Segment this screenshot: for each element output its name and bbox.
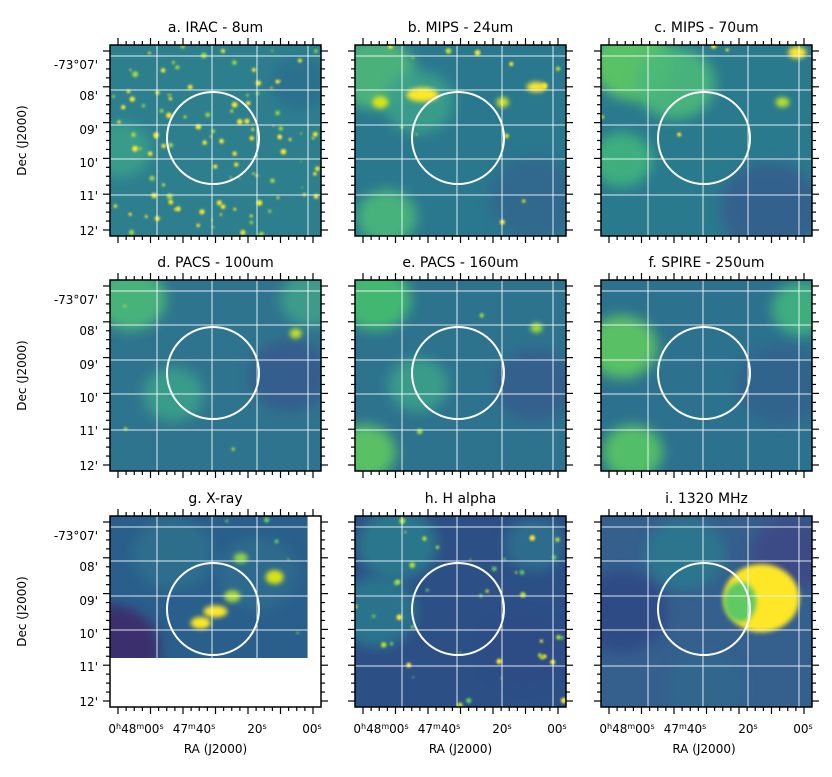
panel-d: d. PACS - 100um -73°07' 08' 09' 10' 11' 12' Dec… <box>15 255 328 478</box>
panel-a-image <box>110 45 321 236</box>
x-tick-label: 00s <box>302 722 321 737</box>
panel-c-image <box>601 45 812 236</box>
panel-title: g. X-ray <box>188 491 242 507</box>
y-tick-label: 09' <box>79 358 98 372</box>
panel-g: g. X-ray -73°07' 08' 09' 10' 11' 12' Dec (J2000… <box>15 491 328 756</box>
x-tick-label: 0h48m00s <box>353 722 408 737</box>
y-tick-label: 11' <box>79 660 98 674</box>
x-tick-label: 47m40s <box>173 722 216 737</box>
x-tick-label: 47m40s <box>418 722 461 737</box>
panel-title: h. H alpha <box>425 491 497 507</box>
aperture-circle <box>657 326 751 420</box>
y-tick-label: 10' <box>79 156 98 170</box>
x-tick-label: 00s <box>793 722 812 737</box>
x-tick-label: 20s <box>247 722 266 737</box>
panel-b-image <box>355 45 566 236</box>
panel-title: d. PACS - 100um <box>157 255 274 271</box>
dec-axis-label: Dec (J2000) <box>15 576 29 646</box>
y-tick-label: 10' <box>79 627 98 641</box>
x-tick-label: 0h48m00s <box>108 722 163 737</box>
y-tick-label: 09' <box>79 123 98 137</box>
aperture-circle <box>411 562 505 656</box>
aperture-circle <box>657 91 751 185</box>
y-tick-label: 10' <box>79 391 98 405</box>
panel-title: e. PACS - 160um <box>402 255 518 271</box>
y-tick-label: -73°07' <box>54 293 98 307</box>
x-tick-label: 0h48m00s <box>599 722 654 737</box>
y-tick-label: 09' <box>79 594 98 608</box>
panel-g-image <box>110 516 321 707</box>
y-tick-label: 08' <box>79 560 98 574</box>
panel-i-image <box>601 516 812 707</box>
ra-axis-label: RA (J2000) <box>672 742 735 756</box>
panel-f: f. SPIRE - 250um <box>594 255 819 478</box>
aperture-circle <box>657 562 751 656</box>
panel-h-image <box>355 516 566 707</box>
panel-e-image <box>355 280 566 471</box>
y-tick-label: -73°07' <box>54 58 98 72</box>
panel-h: h. H alpha 0h48m00s 47m40s 20s 00s RA (J2000) <box>348 491 573 756</box>
y-tick-label: 12' <box>79 695 98 709</box>
aperture-circle <box>166 562 260 656</box>
panel-e: e. PACS - 160um <box>348 255 573 478</box>
aperture-circle <box>411 326 505 420</box>
aperture-circle <box>166 91 260 185</box>
y-tick-label: 12' <box>79 459 98 473</box>
y-tick-label: 08' <box>79 324 98 338</box>
panel-c: c. MIPS - 70um <box>594 20 819 243</box>
panel-title: b. MIPS - 24um <box>408 20 514 36</box>
x-tick-label: 47m40s <box>664 722 707 737</box>
y-tick-label: 12' <box>79 224 98 238</box>
panel-i: i. 1320 MHz 0h48m00s 47m40s 20s 00s <box>594 491 819 737</box>
panel-f-image <box>601 280 812 471</box>
panel-b: b. MIPS - 24um <box>348 20 573 243</box>
panel-title: f. SPIRE - 250um <box>648 255 764 271</box>
x-tick-label: 00s <box>547 722 566 737</box>
aperture-circle <box>166 326 260 420</box>
dec-axis-label: Dec (J2000) <box>15 105 29 175</box>
ra-axis-label: RA (J2000) <box>184 742 247 756</box>
y-tick-label: 11' <box>79 424 98 438</box>
x-tick-label: 20s <box>492 722 511 737</box>
y-tick-label: 11' <box>79 189 98 203</box>
panel-a: a. IRAC - 8um -73°07' 08' 09' 10' 11' 12' Dec (… <box>15 20 328 243</box>
ra-axis-label: RA (J2000) <box>429 742 492 756</box>
dec-axis-label: Dec (J2000) <box>15 340 29 410</box>
aperture-circle <box>411 91 505 185</box>
panel-d-image <box>110 280 321 471</box>
panel-title: a. IRAC - 8um <box>168 20 263 36</box>
y-tick-label: 08' <box>79 89 98 103</box>
panel-title: i. 1320 MHz <box>665 491 748 507</box>
panel-title: c. MIPS - 70um <box>654 20 758 36</box>
x-tick-label: 20s <box>738 722 757 737</box>
y-tick-label: -73°07' <box>54 529 98 543</box>
